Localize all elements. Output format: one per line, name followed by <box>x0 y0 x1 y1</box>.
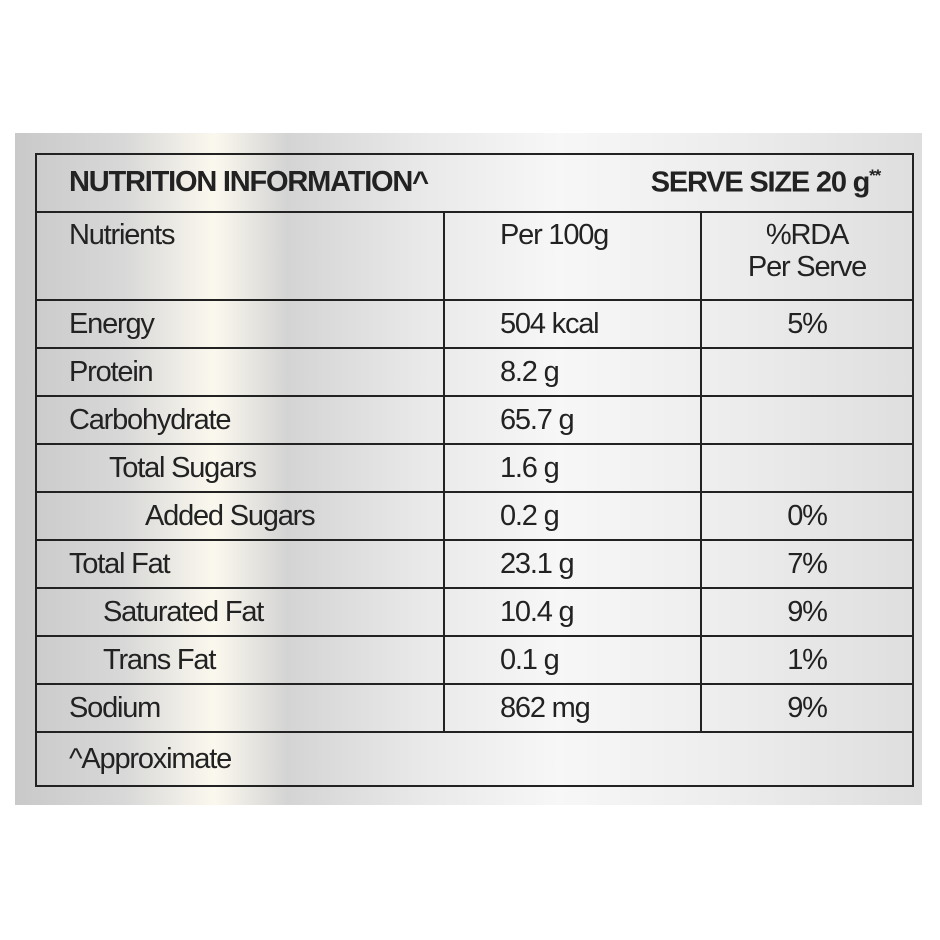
per-100g: 1.6 g <box>443 443 702 493</box>
serve-size-text: SERVE SIZE 20 g <box>650 166 871 199</box>
rda: 9% <box>700 587 914 637</box>
row: Added Sugars 0.2 g 0% <box>35 491 914 541</box>
per-100g: 0.1 g <box>443 635 702 685</box>
rda: 1% <box>700 635 914 685</box>
header-cell: NUTRITION INFORMATION^ SERVE SIZE 20 g** <box>35 153 914 213</box>
nutrient: Added Sugars <box>35 491 445 541</box>
title: NUTRITION INFORMATION^ <box>69 166 429 199</box>
column-header: Per 100g <box>443 211 702 301</box>
column-header-line: %RDA <box>765 219 849 251</box>
nutrient: Total Fat <box>35 539 445 589</box>
row: Saturated Fat 10.4 g 9% <box>35 587 914 637</box>
rda: 5% <box>700 299 914 349</box>
header-row: NUTRITION INFORMATION^ SERVE SIZE 20 g** <box>35 153 914 213</box>
footer-row: ^Approximate <box>35 731 914 787</box>
rda: 0% <box>700 491 914 541</box>
row: Total Sugars 1.6 g <box>35 443 914 493</box>
per-100g: 65.7 g <box>443 395 702 445</box>
nutrient: Total Sugars <box>35 443 445 493</box>
row: Trans Fat 0.1 g 1% <box>35 635 914 685</box>
per-100g: 0.2 g <box>443 491 702 541</box>
nutrition-table: NUTRITION INFORMATION^ SERVE SIZE 20 g**… <box>35 153 914 787</box>
serve-size-mark: ** <box>869 166 881 186</box>
serve-size: SERVE SIZE 20 g** <box>650 166 881 200</box>
per-100g: 10.4 g <box>443 587 702 637</box>
column-header-row: Nutrients Per 100g %RDA Per Serve <box>35 211 914 301</box>
row: Sodium 862 mg 9% <box>35 683 914 733</box>
nutrient: Carbohydrate <box>35 395 445 445</box>
nutrient: Trans Fat <box>35 635 445 685</box>
per-100g: 504 kcal <box>443 299 702 349</box>
rda <box>700 443 914 493</box>
row: Carbohydrate 65.7 g <box>35 395 914 445</box>
nutrient: Sodium <box>35 683 445 733</box>
column-header-line: Per Serve <box>747 251 867 283</box>
per-100g: 8.2 g <box>443 347 702 397</box>
nutrient: Energy <box>35 299 445 349</box>
row: Energy 504 kcal 5% <box>35 299 914 349</box>
per-100g: 23.1 g <box>443 539 702 589</box>
rda: 7% <box>700 539 914 589</box>
column-header: %RDA Per Serve <box>700 211 914 301</box>
row: Total Fat 23.1 g 7% <box>35 539 914 589</box>
rda <box>700 395 914 445</box>
row: Protein 8.2 g <box>35 347 914 397</box>
rda <box>700 347 914 397</box>
per-100g: 862 mg <box>443 683 702 733</box>
nutrient: Saturated Fat <box>35 587 445 637</box>
nutrient: Protein <box>35 347 445 397</box>
rda: 9% <box>700 683 914 733</box>
footer-note: ^Approximate <box>35 731 914 787</box>
column-header: Nutrients <box>35 211 445 301</box>
